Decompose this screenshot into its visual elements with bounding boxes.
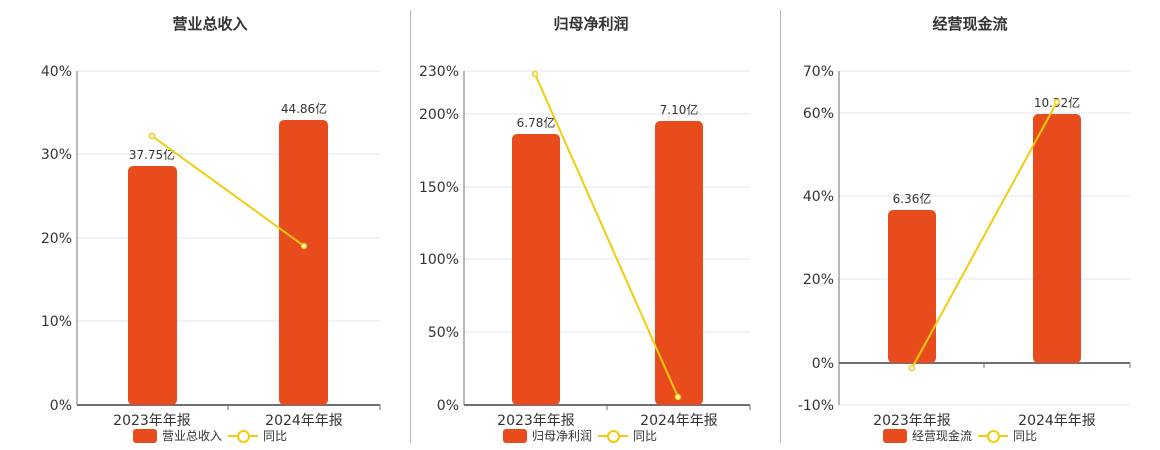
bar-2023[interactable] xyxy=(512,134,560,405)
svg-text:0%: 0% xyxy=(437,398,459,414)
revenue-chart-panel: 营业总收入 40% 30% 20% 10% 0% 37.75亿 44.86亿 xyxy=(0,0,400,450)
bar-swatch-icon xyxy=(883,428,907,443)
y-tick-labels: 230% 200% 150% 100% 50% 0% xyxy=(419,64,459,414)
yoy-point[interactable] xyxy=(908,364,916,372)
chart-legend: 营业总收入 同比 xyxy=(133,427,287,444)
yoy-point[interactable] xyxy=(1053,98,1061,106)
chart-title: 归母净利润 xyxy=(553,15,629,33)
legend-item-bar[interactable]: 经营现金流 xyxy=(883,427,972,444)
chart-legend: 归母净利润 同比 xyxy=(503,427,657,444)
svg-text:0%: 0% xyxy=(812,356,834,372)
yoy-point[interactable] xyxy=(300,242,308,250)
svg-text:70%: 70% xyxy=(803,64,834,80)
bar-value-label: 7.10亿 xyxy=(660,102,699,117)
yoy-line xyxy=(534,73,679,398)
category-label: 2024年年报 xyxy=(1018,413,1096,429)
bar-value-label: 6.78亿 xyxy=(517,115,556,130)
svg-text:60%: 60% xyxy=(803,106,834,122)
bar-swatch-icon xyxy=(503,428,527,443)
yoy-point[interactable] xyxy=(148,132,156,140)
svg-text:20%: 20% xyxy=(803,272,834,288)
chart-title: 营业总收入 xyxy=(172,15,248,33)
svg-text:40%: 40% xyxy=(803,189,834,205)
category-label: 2024年年报 xyxy=(640,413,718,429)
svg-text:10%: 10% xyxy=(41,314,72,330)
yoy-point[interactable] xyxy=(531,70,539,78)
legend-item-bar[interactable]: 归母净利润 xyxy=(503,427,592,444)
bar-2023[interactable] xyxy=(128,166,177,405)
panel-divider xyxy=(780,10,781,443)
chart-title: 经营现金流 xyxy=(932,15,1008,33)
legend-item-yoy[interactable]: 同比 xyxy=(598,427,657,444)
chart-legend: 经营现金流 同比 xyxy=(883,427,1037,444)
bar-2024[interactable] xyxy=(1033,114,1081,363)
category-label: 2023年年报 xyxy=(873,413,951,429)
category-label: 2024年年报 xyxy=(265,413,343,429)
yoy-line xyxy=(151,135,305,247)
y-tick-labels: 40% 30% 20% 10% 0% xyxy=(41,64,72,414)
svg-text:0%: 0% xyxy=(50,398,72,414)
svg-text:30%: 30% xyxy=(41,147,72,163)
svg-text:230%: 230% xyxy=(419,64,459,80)
svg-text:150%: 150% xyxy=(419,180,459,196)
svg-text:20%: 20% xyxy=(41,231,72,247)
bar-value-label: 44.86亿 xyxy=(281,101,327,116)
svg-text:-10%: -10% xyxy=(798,398,834,414)
revenue-chart-plot: 40% 30% 20% 10% 0% 37.75亿 44.86亿 2023年年报… xyxy=(41,64,381,429)
category-label: 2023年年报 xyxy=(113,413,191,429)
category-label: 2023年年报 xyxy=(497,413,575,429)
bar-value-label: 37.75亿 xyxy=(129,147,175,162)
svg-text:100%: 100% xyxy=(419,252,459,268)
grid-lines xyxy=(839,70,1130,406)
grid-lines xyxy=(77,70,380,322)
legend-item-yoy[interactable]: 同比 xyxy=(978,427,1037,444)
net-profit-chart-panel: 归母净利润 230% 200% 150% 100% 50% 0% 6.78亿 7… xyxy=(419,15,751,444)
bar-value-label: 6.36亿 xyxy=(893,191,932,206)
line-marker-icon xyxy=(598,429,629,443)
y-tick-labels: 70% 60% 40% 20% 0% -10% xyxy=(798,64,834,414)
svg-text:50%: 50% xyxy=(428,325,459,341)
net-profit-chart-plot: 230% 200% 150% 100% 50% 0% 6.78亿 7.10亿 2… xyxy=(419,64,751,429)
svg-text:40%: 40% xyxy=(41,64,72,80)
legend-item-yoy[interactable]: 同比 xyxy=(228,427,287,444)
bar-2023[interactable] xyxy=(888,210,936,363)
yoy-point[interactable] xyxy=(674,393,682,401)
line-marker-icon xyxy=(228,429,259,443)
line-marker-icon xyxy=(978,429,1009,443)
bar-2024[interactable] xyxy=(279,120,328,405)
bar-swatch-icon xyxy=(133,428,157,443)
panel-divider xyxy=(410,10,411,443)
yoy-line xyxy=(911,101,1058,369)
legend-item-bar[interactable]: 营业总收入 xyxy=(133,427,222,444)
bar-2024[interactable] xyxy=(655,121,703,405)
svg-text:200%: 200% xyxy=(419,107,459,123)
